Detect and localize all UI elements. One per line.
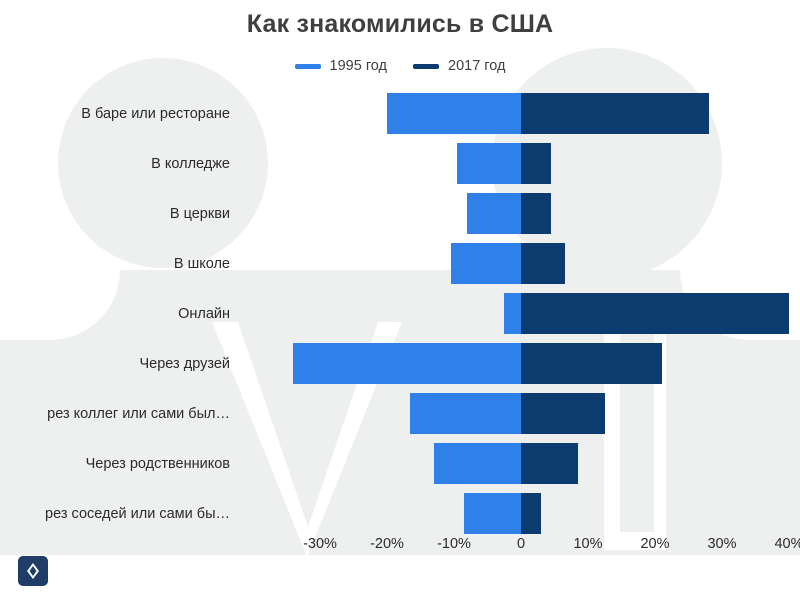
x-axis-tick-label: 30% (707, 536, 737, 552)
bar-2017[interactable] (521, 493, 542, 534)
category-label: Онлайн (178, 305, 230, 322)
x-axis-tick-label: 40% (774, 536, 800, 552)
bar-1995[interactable] (433, 443, 521, 484)
chart-row: В церкви (0, 188, 800, 239)
bar-1995[interactable] (410, 393, 521, 434)
legend-label-1995: 1995 год (329, 58, 387, 74)
x-axis-tick-label: -10% (437, 536, 471, 552)
x-axis-tick-label: -20% (370, 536, 404, 552)
bar-1995[interactable] (387, 93, 521, 134)
bar-2017[interactable] (521, 143, 552, 184)
bar-2017[interactable] (521, 93, 709, 134)
bar-2017[interactable] (521, 343, 662, 384)
plot-area: В баре или ресторане В колледже В церкви В … (0, 88, 800, 534)
chart-row: В колледже (0, 138, 800, 189)
category-label: Через друзей (139, 355, 230, 372)
x-axis-tick-label: 0 (516, 536, 526, 552)
legend-line-swatch (294, 63, 321, 69)
category-label: В церкви (169, 205, 230, 222)
bar-1995[interactable] (504, 293, 521, 334)
category-label: В колледже (151, 155, 230, 172)
bar-2017[interactable] (521, 243, 565, 284)
bar-1995[interactable] (457, 143, 521, 184)
x-axis-tick-label: -30% (303, 536, 337, 552)
legend-label-2017: 2017 год (448, 58, 506, 74)
bar-2017[interactable] (521, 393, 605, 434)
chart-title: Как знакомились в США (246, 10, 554, 38)
bar-2017[interactable] (521, 293, 789, 334)
chart-row: Через друзей (0, 338, 800, 389)
x-axis: -30% -20% -10% 0 10% 20% 30% 40% (0, 536, 800, 562)
chart-legend: 1995 год 2017 год (0, 58, 800, 74)
category-label: рез коллег или сами был… (47, 405, 230, 422)
chart-row: рез соседей или сами бы… (0, 488, 800, 539)
x-axis-tick-label: 20% (640, 536, 670, 552)
legend-item-2017[interactable]: 2017 год (413, 58, 505, 74)
category-label: В баре или ресторане (81, 105, 230, 122)
bar-1995[interactable] (467, 193, 521, 234)
chart-row: Онлайн (0, 288, 800, 339)
x-axis-tick-label: 10% (573, 536, 603, 552)
chart-row: В школе (0, 238, 800, 289)
bar-1995[interactable] (464, 493, 521, 534)
chart-row: рез коллег или сами был… (0, 388, 800, 439)
bar-1995[interactable] (450, 243, 521, 284)
category-label: В школе (173, 255, 230, 272)
legend-line-swatch (413, 63, 439, 69)
legend-item-1995[interactable]: 1995 год (294, 58, 387, 74)
bar-2017[interactable] (521, 193, 552, 234)
chart-row: В баре или ресторане (0, 88, 800, 139)
bar-1995[interactable] (293, 343, 521, 384)
category-label: рез соседей или сами бы… (45, 505, 230, 522)
category-label: Через родственников (85, 455, 230, 472)
bar-2017[interactable] (521, 443, 578, 484)
chart-row: Через родственников (0, 438, 800, 489)
